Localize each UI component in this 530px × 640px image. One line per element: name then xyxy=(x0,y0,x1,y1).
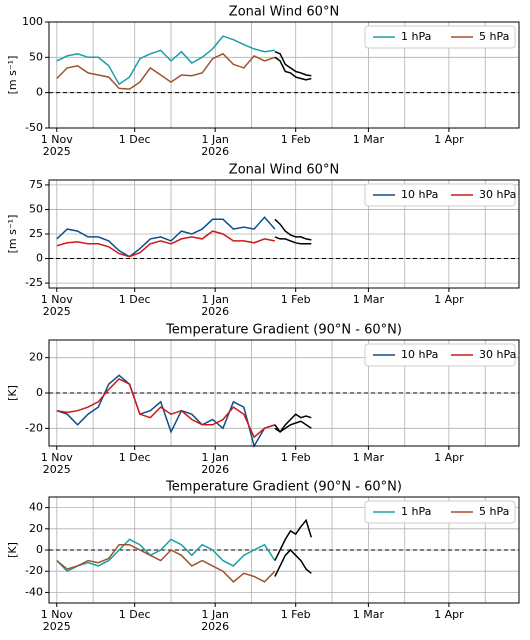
legend-box xyxy=(364,183,516,207)
legend-label: 30 hPa xyxy=(479,348,516,361)
y-tick-label: 0 xyxy=(36,252,43,265)
x-tick-label: 1 Mar xyxy=(353,133,385,146)
data-line xyxy=(274,51,312,77)
legend-label: 10 hPa xyxy=(401,188,438,201)
y-tick-label: 100 xyxy=(22,15,43,28)
data-line xyxy=(56,377,276,439)
x-tick-label: 1 Nov 2025 xyxy=(41,293,73,318)
y-axis-label: [K] xyxy=(6,385,19,401)
plot-frame xyxy=(48,339,520,447)
legend-box xyxy=(364,343,516,367)
x-tick-label: 1 Jan 2026 xyxy=(201,133,229,158)
data-line xyxy=(274,518,313,561)
x-tick-label: 1 Mar xyxy=(353,451,385,464)
data-line xyxy=(274,236,312,245)
data-line xyxy=(56,538,276,573)
data-line xyxy=(274,420,312,433)
data-line xyxy=(274,413,312,433)
x-tick-label: 1 Dec xyxy=(119,133,151,146)
legend-label: 10 hPa xyxy=(401,348,438,361)
y-axis-label: [K] xyxy=(6,542,19,558)
data-line xyxy=(56,216,276,258)
y-tick-label: 0 xyxy=(36,86,43,99)
y-tick-label: -20 xyxy=(25,421,43,434)
chart-title: Temperature Gradient (90°N - 60°N) xyxy=(165,480,402,495)
legend: 1 hPa 5 hPa xyxy=(364,25,516,49)
x-tick-label: 1 Apr xyxy=(434,608,464,621)
legend-label: 5 hPa xyxy=(479,505,509,518)
plot-frame xyxy=(48,179,520,289)
x-tick-label: 1 Apr xyxy=(434,133,464,146)
x-tick-label: 1 Jan 2026 xyxy=(201,293,229,318)
x-tick-label: 1 Dec xyxy=(119,451,151,464)
x-tick-label: 1 Feb xyxy=(281,293,311,306)
data-line xyxy=(56,374,276,448)
data-line xyxy=(274,56,312,81)
chart-title: Zonal Wind 60°N xyxy=(229,5,339,20)
x-tick-label: 1 Feb xyxy=(281,133,311,146)
chart-title: Zonal Wind 60°N xyxy=(229,163,339,178)
data-line xyxy=(274,548,312,577)
y-tick-label: -40 xyxy=(25,585,43,598)
y-tick-label: 20 xyxy=(29,522,43,535)
data-line xyxy=(274,218,312,241)
y-tick-label: -20 xyxy=(25,564,43,577)
data-line xyxy=(56,543,276,583)
y-tick-label: 25 xyxy=(29,227,43,240)
y-tick-label: 20 xyxy=(29,351,43,364)
legend: 10 hPa 30 hPa xyxy=(364,343,516,367)
y-tick-label: 0 xyxy=(36,386,43,399)
data-line xyxy=(56,35,276,86)
y-axis-label: [m s⁻¹] xyxy=(6,56,19,95)
plot-frame xyxy=(48,21,520,129)
x-tick-label: 1 Apr xyxy=(434,451,464,464)
y-tick-label: 0 xyxy=(36,543,43,556)
legend: 10 hPa 30 hPa xyxy=(364,183,516,207)
legend-box xyxy=(364,25,516,49)
x-tick-label: 1 Mar xyxy=(353,608,385,621)
legend-label: 1 hPa xyxy=(401,505,431,518)
y-tick-label: 75 xyxy=(29,178,43,191)
y-tick-label: -25 xyxy=(25,276,43,289)
legend-label: 5 hPa xyxy=(479,30,509,43)
x-tick-label: 1 Jan 2026 xyxy=(201,608,229,633)
x-tick-label: 1 Feb xyxy=(281,608,311,621)
plot-frame xyxy=(48,496,520,604)
x-tick-label: 1 Nov 2025 xyxy=(41,451,73,476)
x-tick-label: 1 Dec xyxy=(119,608,151,621)
y-tick-label: 40 xyxy=(29,501,43,514)
y-axis-label: [m s⁻¹] xyxy=(6,215,19,254)
data-line xyxy=(56,230,276,258)
x-tick-label: 1 Feb xyxy=(281,451,311,464)
x-tick-label: 1 Nov 2025 xyxy=(41,133,73,158)
legend: 1 hPa 5 hPa xyxy=(364,500,516,524)
x-tick-label: 1 Nov 2025 xyxy=(41,608,73,633)
y-tick-label: 50 xyxy=(29,202,43,215)
x-tick-label: 1 Jan 2026 xyxy=(201,451,229,476)
chart-title: Temperature Gradient (90°N - 60°N) xyxy=(165,323,402,338)
legend-label: 1 hPa xyxy=(401,30,431,43)
data-line xyxy=(56,52,276,90)
legend-box xyxy=(364,500,516,524)
legend-label: 30 hPa xyxy=(479,188,516,201)
x-tick-label: 1 Mar xyxy=(353,293,385,306)
y-tick-label: 50 xyxy=(29,50,43,63)
y-tick-label: -50 xyxy=(25,121,43,134)
x-tick-label: 1 Apr xyxy=(434,293,464,306)
x-tick-label: 1 Dec xyxy=(119,293,151,306)
